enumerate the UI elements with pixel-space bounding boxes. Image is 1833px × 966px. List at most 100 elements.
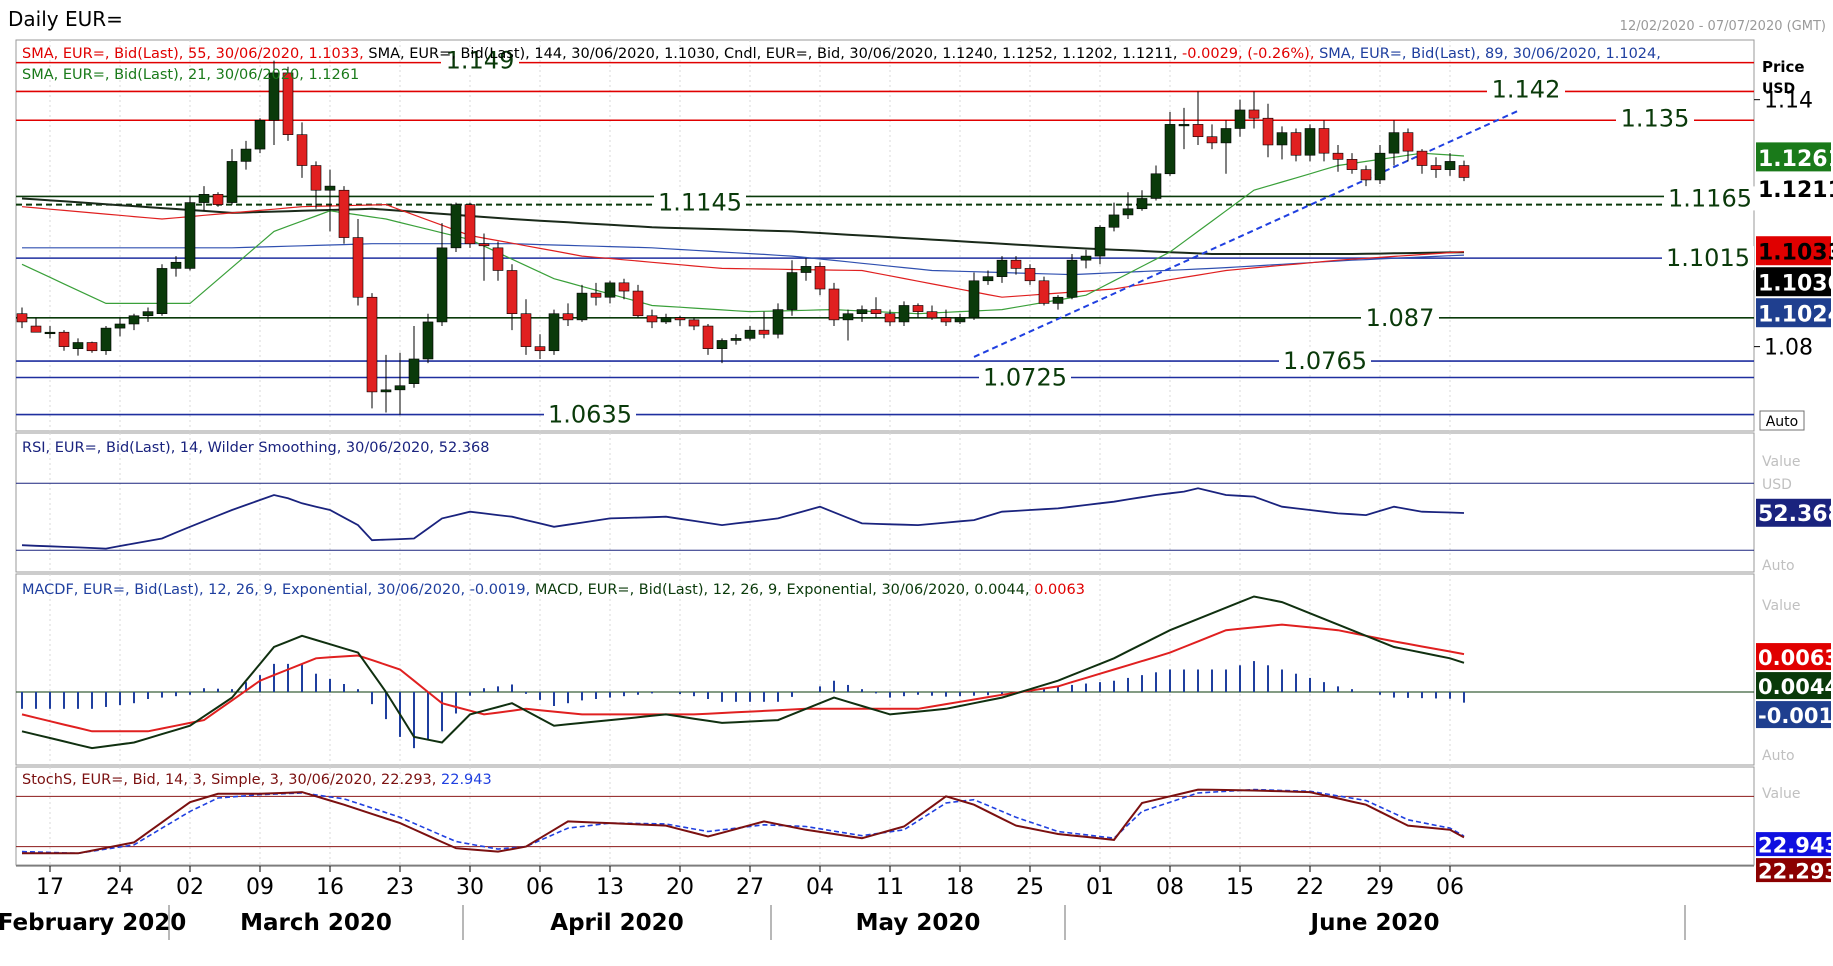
sma144-line — [21, 197, 1465, 255]
candle-body — [548, 313, 560, 352]
candle-body — [1206, 136, 1218, 144]
stoch-panel[interactable] — [15, 766, 1755, 866]
candle-body — [786, 272, 798, 310]
price-auto-button[interactable] — [1759, 410, 1805, 431]
rsi-panel[interactable] — [15, 432, 1755, 573]
candle-body — [436, 247, 448, 323]
value-box-label: 1.1211 — [1758, 178, 1833, 203]
level-label: 1.1015 — [1666, 244, 1750, 272]
moving-averages — [21, 152, 1465, 315]
x-axis: 17 24 02 09 16 23 30 06 13 20 27 04 11 18 25 01 08 15 22 29… — [0, 866, 1686, 940]
candle — [422, 313, 434, 364]
candle — [1164, 112, 1176, 176]
x-month-label: March 2020 — [240, 910, 392, 936]
x-day-label: 02 — [176, 875, 204, 900]
level-label: 1.0765 — [1283, 347, 1367, 375]
value-box — [1756, 142, 1831, 172]
candle-body — [464, 204, 476, 245]
price-tick-label: 1.08 — [1764, 336, 1813, 361]
level-label: 1.149 — [446, 47, 515, 75]
x-month-label: May 2020 — [856, 910, 981, 936]
candle — [1276, 126, 1288, 160]
level-label-bg — [1616, 106, 1694, 131]
candle — [408, 326, 420, 388]
price-axis-title: Price — [1762, 58, 1805, 76]
candle — [1416, 149, 1428, 174]
sma55-line — [21, 203, 1465, 298]
window-title: Daily EUR= — [8, 7, 123, 31]
candle-body — [912, 305, 924, 312]
macd-signal-line — [21, 623, 1465, 733]
x-day-label: 01 — [1086, 875, 1114, 900]
candle — [940, 309, 952, 327]
candle — [1220, 120, 1232, 174]
sma89-line — [22, 243, 1465, 276]
macd-auto-label[interactable]: Auto — [1762, 748, 1795, 764]
candle-body — [870, 309, 882, 314]
price-panel[interactable] — [15, 39, 1755, 432]
candle-body — [1108, 214, 1120, 228]
candle-body — [1416, 150, 1428, 166]
support-resistance-lines — [16, 61, 1754, 416]
candle — [198, 186, 210, 211]
candle — [114, 317, 126, 337]
candles — [16, 60, 1470, 415]
rsi-value-bg — [1756, 498, 1831, 527]
candle-body — [1122, 208, 1134, 216]
candle — [800, 258, 812, 281]
candle — [1290, 128, 1302, 162]
legend-part: MACDF, EUR=, Bid(Last), 12, 26, 9, Expon… — [22, 582, 535, 598]
candle — [170, 256, 182, 277]
candle-body — [86, 342, 98, 352]
candle-body — [422, 321, 434, 360]
candle-body — [1444, 161, 1456, 170]
candle-body — [198, 194, 210, 203]
candle-body — [1318, 128, 1330, 154]
level-label: 1.135 — [1621, 104, 1690, 132]
candle-body — [366, 296, 378, 393]
candle-body — [506, 270, 518, 315]
x-day-label: 24 — [106, 875, 134, 900]
candle — [184, 196, 196, 271]
candle — [982, 270, 994, 285]
value-box-label: 0.0044 — [1758, 675, 1833, 699]
stoch-d-line — [21, 788, 1465, 855]
level-label-bg — [1664, 186, 1756, 211]
level-label: 1.142 — [1492, 75, 1561, 103]
candle — [1388, 120, 1400, 166]
candle — [1178, 107, 1190, 150]
candle — [926, 305, 938, 320]
value-box — [1756, 267, 1831, 297]
legend-part: SMA, EUR=, Bid(Last), 21, 30/06/2020, 1.… — [22, 67, 359, 83]
candle-body — [1430, 165, 1442, 170]
candle-body — [1458, 165, 1470, 178]
rsi-line — [21, 487, 1465, 550]
rsi-auto-label[interactable]: Auto — [1762, 558, 1795, 574]
candle-body — [72, 342, 84, 349]
rsi-axis-unit: USD — [1762, 477, 1792, 493]
level-label: 1.1165 — [1668, 184, 1752, 212]
candle-body — [814, 266, 826, 290]
candle — [240, 140, 252, 170]
macd-value-boxes: 0.0063 0.0044 -0.001 — [1756, 643, 1833, 729]
candle-body — [968, 280, 980, 319]
candle-body — [1136, 198, 1148, 210]
candle — [590, 282, 602, 306]
candle-body — [212, 194, 224, 205]
price-legend-line2: SMA, EUR=, Bid(Last), 21, 30/06/2020, 1.… — [22, 67, 359, 83]
candle — [604, 280, 616, 304]
value-box — [1756, 298, 1831, 328]
candle — [100, 326, 112, 355]
candle — [716, 338, 728, 364]
x-month-label: February 2020 — [0, 910, 186, 936]
stoch-axis-title: Value — [1762, 786, 1800, 802]
candle-body — [240, 148, 252, 162]
candle-body — [30, 325, 42, 333]
macd-panel[interactable] — [15, 573, 1755, 766]
candle — [758, 311, 770, 339]
rsi-value-label: 52.368 — [1758, 502, 1833, 527]
candle-body — [982, 276, 994, 282]
candle-body — [842, 313, 854, 321]
